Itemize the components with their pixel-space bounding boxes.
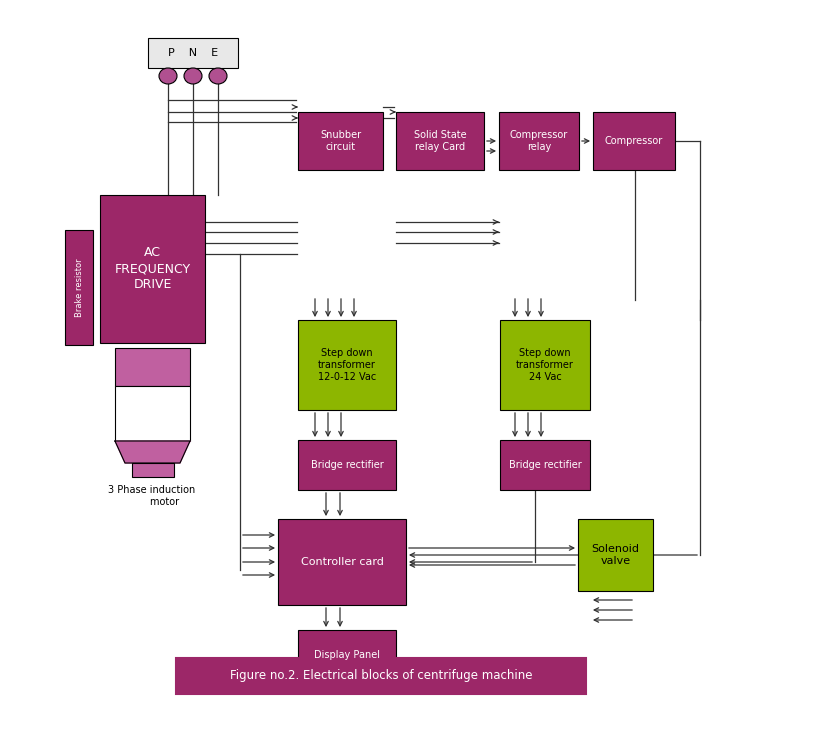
FancyBboxPatch shape — [298, 112, 383, 170]
FancyBboxPatch shape — [132, 463, 174, 477]
FancyBboxPatch shape — [578, 519, 653, 591]
FancyBboxPatch shape — [500, 440, 590, 490]
FancyBboxPatch shape — [298, 440, 396, 490]
Ellipse shape — [184, 68, 202, 84]
Text: Bridge rectifier: Bridge rectifier — [311, 460, 383, 470]
FancyBboxPatch shape — [593, 112, 675, 170]
FancyBboxPatch shape — [100, 195, 205, 343]
FancyBboxPatch shape — [396, 112, 484, 170]
Text: Display Panel: Display Panel — [314, 650, 380, 660]
Ellipse shape — [159, 68, 177, 84]
FancyBboxPatch shape — [176, 658, 586, 694]
Text: Snubber
circuit: Snubber circuit — [320, 130, 361, 152]
Ellipse shape — [209, 68, 227, 84]
Polygon shape — [115, 441, 190, 463]
Text: Figure no.2. Electrical blocks of centrifuge machine: Figure no.2. Electrical blocks of centri… — [230, 670, 533, 683]
FancyBboxPatch shape — [148, 38, 238, 68]
FancyBboxPatch shape — [115, 386, 190, 441]
FancyBboxPatch shape — [500, 320, 590, 410]
FancyBboxPatch shape — [499, 112, 579, 170]
FancyBboxPatch shape — [65, 230, 93, 345]
Text: Bridge rectifier: Bridge rectifier — [509, 460, 581, 470]
Text: 3 Phase induction
        motor: 3 Phase induction motor — [108, 485, 196, 507]
Text: Compressor
relay: Compressor relay — [510, 130, 568, 152]
Text: Solenoid
valve: Solenoid valve — [591, 544, 639, 567]
Text: Controller card: Controller card — [301, 557, 383, 567]
FancyBboxPatch shape — [115, 348, 190, 386]
Text: P    N    E: P N E — [168, 48, 218, 58]
Text: AC
FREQUENCY
DRIVE: AC FREQUENCY DRIVE — [114, 246, 191, 292]
Text: Step down
transformer
12-0-12 Vac: Step down transformer 12-0-12 Vac — [318, 348, 376, 382]
FancyBboxPatch shape — [298, 320, 396, 410]
Text: Step down
transformer
24 Vac: Step down transformer 24 Vac — [516, 348, 574, 382]
Text: Solid State
relay Card: Solid State relay Card — [413, 130, 466, 152]
FancyBboxPatch shape — [298, 630, 396, 680]
FancyBboxPatch shape — [278, 519, 406, 605]
Text: Brake resistor: Brake resistor — [75, 258, 83, 317]
Text: Compressor: Compressor — [605, 136, 663, 146]
